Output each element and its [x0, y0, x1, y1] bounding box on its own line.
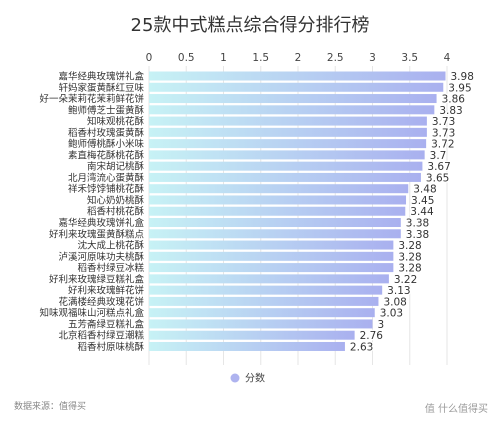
- bar[interactable]: [149, 150, 425, 160]
- bar[interactable]: [149, 274, 389, 284]
- category-label: 素直梅花酥桃花酥: [68, 149, 145, 161]
- bar[interactable]: [149, 105, 435, 115]
- category-label: 好利来玫瑰鲜花饼: [68, 285, 145, 297]
- category-label: 泸溪河原味功夫桃酥: [58, 251, 144, 263]
- data-label: 2.63: [350, 341, 373, 353]
- x-tick-label: 0: [146, 52, 153, 64]
- data-label: 3.95: [448, 82, 471, 94]
- bar[interactable]: [149, 116, 427, 126]
- data-label: 3.48: [413, 184, 436, 196]
- bar[interactable]: [149, 127, 427, 137]
- x-tick-label: 1.5: [252, 52, 269, 64]
- category-label: 嘉华经典玫瑰饼礼盒: [58, 71, 144, 83]
- legend-label: 分数: [245, 372, 265, 385]
- bar[interactable]: [149, 251, 394, 261]
- bar[interactable]: [149, 263, 394, 273]
- bar[interactable]: [149, 285, 383, 295]
- category-label: 好利来玫瑰绿豆糕礼盒: [49, 273, 145, 285]
- category-label: 北京稻香村绿豆潮糕: [58, 330, 144, 342]
- category-label: 稻香村桃花酥: [87, 206, 145, 218]
- data-label: 3.28: [398, 263, 421, 275]
- bar[interactable]: [149, 330, 355, 340]
- data-label: 3.7: [430, 150, 447, 162]
- x-tick-label: 2.5: [327, 52, 344, 64]
- data-label: 3: [378, 319, 385, 331]
- data-label: 3.86: [442, 94, 466, 106]
- data-label: 3.67: [427, 161, 450, 173]
- bar[interactable]: [149, 308, 375, 318]
- data-label: 3.13: [387, 285, 410, 297]
- chart-title: 25款中式糕点综合得分排行榜: [131, 15, 370, 36]
- x-tick-label: 0.5: [178, 52, 195, 64]
- category-label: 好一朵茉莉花茉莉鲜花饼: [39, 93, 144, 105]
- bar[interactable]: [149, 172, 421, 182]
- data-source: 数据来源：值得买: [14, 400, 86, 412]
- data-label: 3.08: [383, 296, 406, 308]
- category-label: 知味观福味山河糕点礼盒: [39, 307, 144, 319]
- bar[interactable]: [149, 206, 406, 216]
- data-label: 3.22: [394, 274, 417, 286]
- bar[interactable]: [149, 94, 437, 104]
- data-label: 3.72: [431, 139, 454, 151]
- category-label: 嘉华经典玫瑰饼礼盒: [58, 217, 144, 229]
- category-label: 祥禾饽饽铺桃花酥: [68, 183, 145, 195]
- bar[interactable]: [149, 319, 373, 329]
- category-label: 好利来玫瑰蛋黄酥糕点: [49, 228, 145, 240]
- category-label: 鲍师傅芝士蛋黄酥: [68, 104, 145, 116]
- x-tick-label: 1: [220, 52, 227, 64]
- bars: [149, 71, 446, 351]
- bar[interactable]: [149, 229, 401, 239]
- data-label: 2.76: [360, 330, 384, 342]
- bar[interactable]: [149, 195, 407, 205]
- category-label: 知心奶奶桃酥: [87, 194, 145, 206]
- bar[interactable]: [149, 184, 409, 194]
- x-axis-ticks: 0 0.5 1 1.5 2 2.5 3 3.5 4: [146, 52, 451, 64]
- category-label: 知味观桃花酥: [87, 116, 145, 128]
- data-label: 3.73: [432, 127, 455, 139]
- x-tick-label: 2: [295, 52, 302, 64]
- category-label: 北月湾流心蛋黄酥: [68, 172, 145, 184]
- bar[interactable]: [149, 240, 394, 250]
- bar[interactable]: [149, 161, 423, 171]
- data-label: 3.73: [432, 116, 455, 128]
- x-tick-label: 3: [369, 52, 376, 64]
- legend-marker: [230, 373, 240, 383]
- category-label: 稻香村玫瑰蛋黄酥: [68, 127, 145, 139]
- x-tick-label: 3.5: [401, 52, 418, 64]
- legend[interactable]: 分数: [230, 372, 266, 385]
- bar[interactable]: [149, 218, 401, 228]
- data-label: 3.28: [398, 240, 421, 252]
- bar[interactable]: [149, 139, 427, 149]
- data-label: 3.83: [439, 105, 462, 117]
- data-label: 3.44: [410, 206, 434, 218]
- data-label: 3.38: [406, 218, 429, 230]
- category-labels: 嘉华经典玫瑰饼礼盒轩妈家蛋黄酥红豆味好一朵茉莉花茉莉鲜花饼鲍师傅芝士蛋黄酥知味观…: [39, 71, 144, 353]
- x-tick-label: 4: [444, 52, 451, 64]
- watermark: 值 什么值得买: [425, 402, 488, 415]
- data-label: 3.98: [451, 71, 474, 83]
- category-label: 鲍师傅桃酥小米味: [68, 138, 145, 150]
- bar[interactable]: [149, 82, 444, 92]
- data-label: 3.45: [411, 195, 434, 207]
- data-label: 3.38: [406, 229, 429, 241]
- bar[interactable]: [149, 71, 446, 81]
- category-label: 沈大成上桃花酥: [77, 240, 144, 252]
- category-label: 稻香村绿豆冰糕: [77, 262, 144, 274]
- data-label: 3.65: [426, 172, 449, 184]
- category-label: 轩妈家蛋黄酥红豆味: [58, 82, 144, 94]
- category-label: 花满楼经典玫瑰花饼: [58, 296, 144, 308]
- bar[interactable]: [149, 296, 379, 306]
- category-label: 稻香村原味桃酥: [77, 341, 144, 353]
- data-label: 3.28: [398, 251, 421, 263]
- bar[interactable]: [149, 341, 345, 351]
- data-label: 3.03: [380, 308, 403, 320]
- value-labels: 3.983.953.863.833.733.733.723.73.673.653…: [349, 70, 475, 355]
- category-label: 五芳斋绿豆糕礼盒: [68, 318, 145, 330]
- category-label: 南宋胡记桃酥: [87, 161, 145, 173]
